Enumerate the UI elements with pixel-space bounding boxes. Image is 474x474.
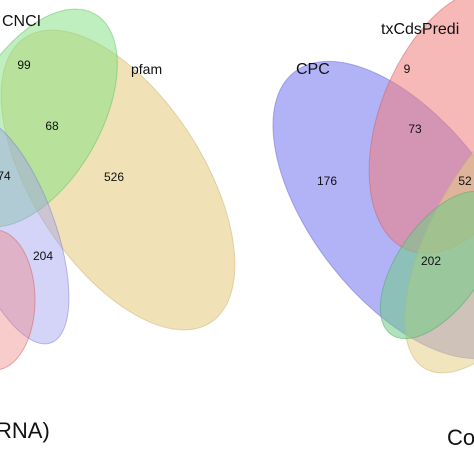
region-count-txcds-only: 9 bbox=[404, 62, 411, 76]
set-label-cnci: CNCI bbox=[2, 13, 41, 30]
region-count-pfam-third: 204 bbox=[33, 249, 53, 263]
set-label-pfam: pfam bbox=[131, 61, 162, 77]
third-set-ellipse bbox=[0, 115, 70, 345]
cnci-set-ellipse bbox=[0, 8, 118, 228]
set-label-txcdspredict: txCdsPredi bbox=[381, 21, 459, 38]
region-count-triple: 74 bbox=[0, 169, 11, 183]
region-count-cpc-fourth: 202 bbox=[421, 254, 441, 268]
left-venn-panel: CNCI pfam 99 68 526 74 204 RNA) bbox=[0, 8, 236, 443]
region-count-cpc-txcds: 73 bbox=[408, 122, 422, 136]
region-count-cnci-only: 99 bbox=[17, 58, 31, 72]
right-fourth-set-ellipse bbox=[379, 190, 474, 340]
region-count-right-inner: 52 bbox=[458, 174, 472, 188]
fourth-set-ellipse bbox=[0, 230, 36, 370]
region-count-cpc-only: 176 bbox=[317, 174, 337, 188]
region-count-pfam-only: 526 bbox=[104, 170, 124, 184]
left-panel-caption: RNA) bbox=[0, 418, 50, 443]
region-count-cnci-pfam: 68 bbox=[45, 119, 59, 133]
set-label-cpc: CPC bbox=[296, 61, 330, 78]
right-panel-caption: Co bbox=[447, 425, 474, 450]
right-venn-panel: txCdsPredi CPC 9 73 176 52 202 Co bbox=[272, 0, 474, 450]
